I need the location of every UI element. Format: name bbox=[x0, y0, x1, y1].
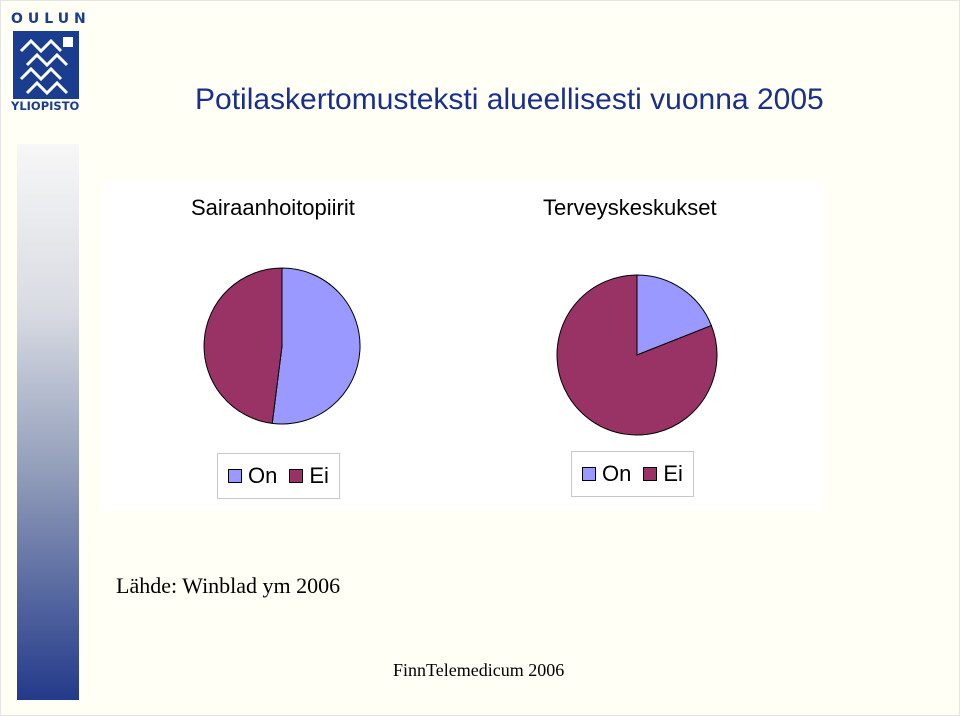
legend-item-ei: Ei bbox=[289, 463, 329, 489]
pie-slice-ei bbox=[203, 267, 283, 424]
legend-2: On Ei bbox=[571, 451, 694, 497]
legend-swatch-ei bbox=[643, 467, 658, 481]
pie-chart-1 bbox=[203, 267, 361, 425]
source-citation: Lähde: Winblad ym 2006 bbox=[116, 573, 341, 598]
university-logo: OULUN YLIOPISTO bbox=[11, 11, 91, 115]
chart-panel: Sairaanhoitopiirit Terveyskeskukset On E… bbox=[101, 181, 823, 511]
pie-chart-2 bbox=[556, 274, 718, 436]
legend-label-on: On bbox=[248, 463, 278, 488]
pie-slice-ei bbox=[556, 274, 718, 436]
slide-title: Potilaskertomusteksti alueellisesti vuon… bbox=[195, 83, 824, 116]
logo-emblem-icon bbox=[13, 31, 79, 99]
chart-title-2: Terveyskeskukset bbox=[543, 195, 717, 220]
pie-slice-on bbox=[636, 274, 713, 356]
pie-slice-on bbox=[271, 267, 361, 425]
legend-swatch-ei bbox=[289, 469, 304, 483]
chart-title-1: Sairaanhoitopiirit bbox=[191, 195, 355, 220]
legend-label-on: On bbox=[602, 461, 632, 486]
legend-label-ei: Ei bbox=[309, 463, 329, 488]
legend-item-ei: Ei bbox=[643, 461, 683, 487]
legend-label-ei: Ei bbox=[663, 461, 683, 486]
decorative-side-bar bbox=[17, 144, 79, 700]
legend-swatch-on bbox=[228, 469, 242, 483]
footer-text: FinnTelemedicum 2006 bbox=[393, 660, 565, 680]
legend-item-on: On bbox=[582, 461, 631, 487]
logo-wordmark-top: OULUN bbox=[11, 11, 91, 27]
legend-swatch-on bbox=[582, 467, 596, 481]
legend-item-on: On bbox=[228, 463, 277, 489]
logo-wordmark-bottom: YLIOPISTO bbox=[11, 99, 80, 113]
legend-1: On Ei bbox=[217, 453, 340, 499]
